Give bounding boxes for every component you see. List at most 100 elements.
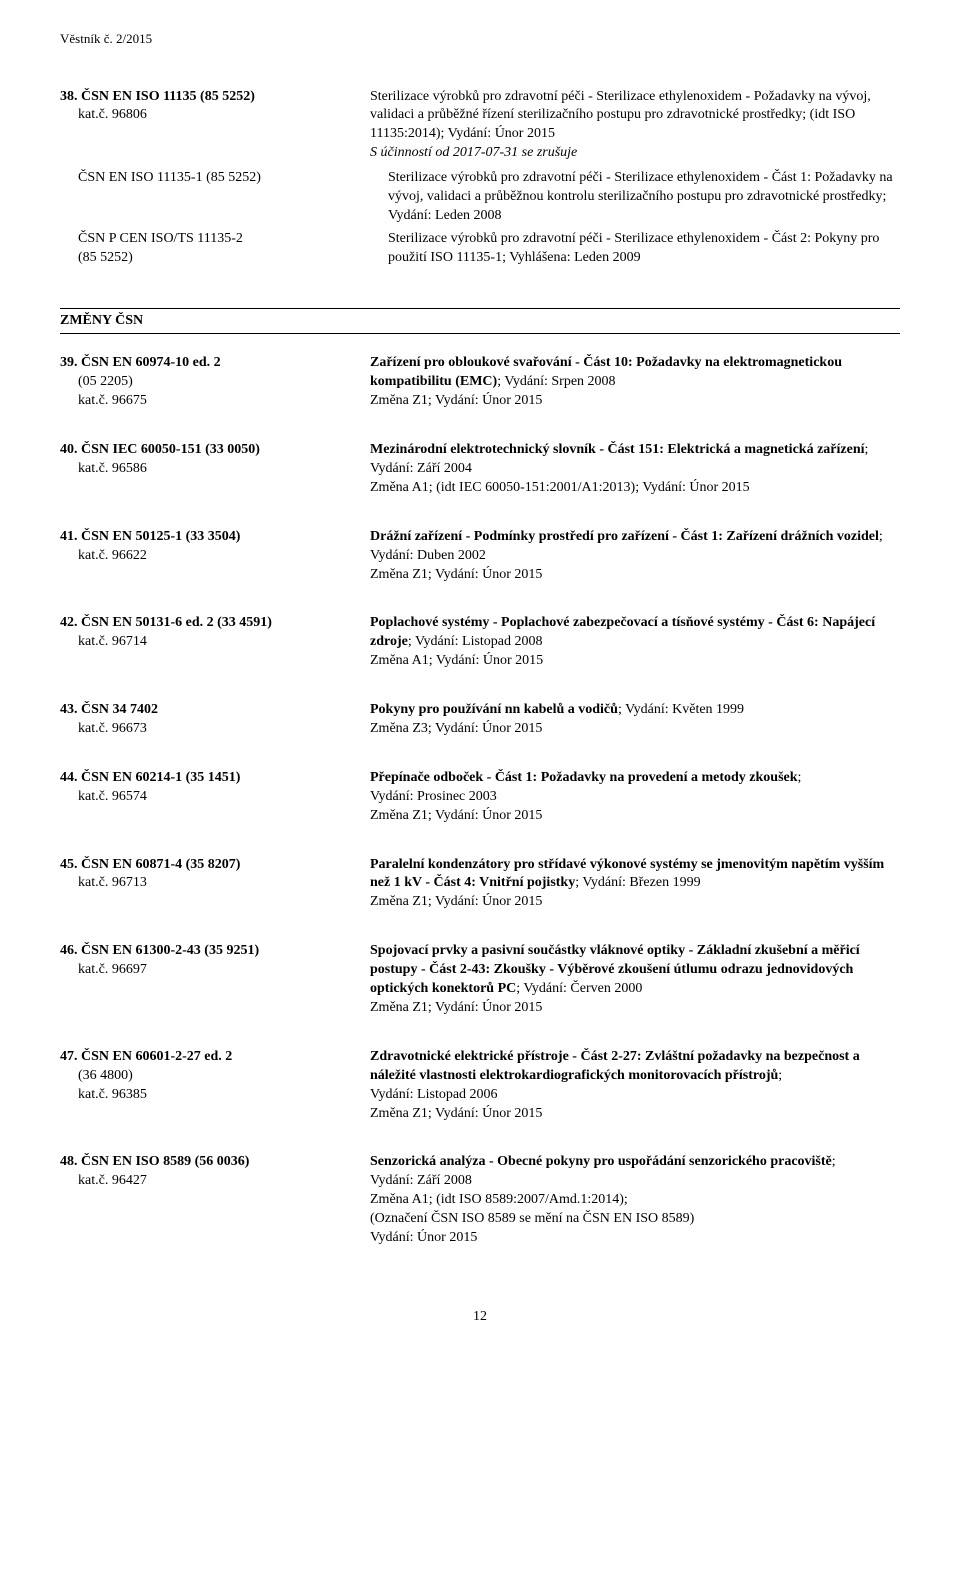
std-code: 43. ČSN 34 7402 <box>60 702 158 717</box>
entry-row: 44. ČSN EN 60214-1 (35 1451)kat.č. 96574… <box>60 769 900 826</box>
sub-std-code: ČSN P CEN ISO/TS 11135-2 <box>78 230 368 249</box>
catalog-line: kat.č. 96697 <box>60 961 350 980</box>
std-code: 39. ČSN EN 60974-10 ed. 2 <box>60 355 221 370</box>
std-description: Poplachové systémy - Poplachové zabezpeč… <box>370 614 900 652</box>
entry-left: 38. ČSN EN ISO 11135 (85 5252) kat.č. 96… <box>60 88 370 164</box>
entry-row: 40. ČSN IEC 60050-151 (33 0050)kat.č. 96… <box>60 441 900 498</box>
cancel-note: S účinností od 2017-07-31 se zrušuje <box>370 144 900 163</box>
change-line: Vydání: Září 2008 <box>370 1172 900 1191</box>
entry-38-group: 38. ČSN EN ISO 11135 (85 5252) kat.č. 96… <box>60 88 900 268</box>
entry-row: 39. ČSN EN 60974-10 ed. 2 (05 2205)kat.č.… <box>60 354 900 411</box>
std-desc-bold: Pokyny pro používání nn kabelů a vodičů <box>370 702 618 717</box>
std-desc-tail: ; Vydání: Srpen 2008 <box>497 374 615 389</box>
change-line: Vydání: Prosinec 2003 <box>370 788 900 807</box>
std-code: 48. ČSN EN ISO 8589 (56 0036) <box>60 1154 249 1169</box>
entry-left: 45. ČSN EN 60871-4 (35 8207)kat.č. 96713 <box>60 856 370 913</box>
entry-row: 47. ČSN EN 60601-2-27 ed. 2(36 4800)kat.… <box>60 1048 900 1124</box>
catalog-line: kat.č. 96673 <box>60 720 350 739</box>
std-code: 47. ČSN EN 60601-2-27 ed. 2 <box>60 1049 232 1064</box>
change-line: Změna Z1; Vydání: Únor 2015 <box>370 807 900 826</box>
std-desc-tail: ; <box>798 770 802 785</box>
entry-right: Přepínače odboček - Část 1: Požadavky na… <box>370 769 900 826</box>
std-description: Paralelní kondenzátory pro střídavé výko… <box>370 856 900 894</box>
std-desc-tail: ; Vydání: Červen 2000 <box>516 981 642 996</box>
std-desc: Sterilizace výrobků pro zdravotní péči -… <box>370 88 900 145</box>
entry-left: 47. ČSN EN 60601-2-27 ed. 2(36 4800)kat.… <box>60 1048 370 1124</box>
section-title-zmeny: ZMĚNY ČSN <box>60 308 900 335</box>
change-line: Změna A1; (idt ISO 8589:2007/Amd.1:2014)… <box>370 1191 900 1210</box>
std-desc-tail: ; Vydání: Květen 1999 <box>618 702 744 717</box>
catalog-line: kat.č. 96622 <box>60 547 350 566</box>
std-desc-tail: ; Vydání: Listopad 2008 <box>408 634 543 649</box>
items-list: 39. ČSN EN 60974-10 ed. 2(05 2205)kat.č.… <box>60 354 900 1247</box>
change-line: Změna Z1; Vydání: Únor 2015 <box>370 392 900 411</box>
sub-left: ČSN EN ISO 11135-1 (85 5252) <box>60 169 388 226</box>
entry-left: 43. ČSN 34 7402 kat.č. 96673 <box>60 701 370 739</box>
std-desc-bold: Přepínače odboček - Část 1: Požadavky na… <box>370 770 798 785</box>
entry-row: 43. ČSN 34 7402 kat.č. 96673 Pokyny pro po… <box>60 701 900 739</box>
std-description: Zdravotnické elektrické přístroje - Část… <box>370 1048 900 1086</box>
catalog-line: kat.č. 96574 <box>60 788 350 807</box>
std-desc-bold: Zdravotnické elektrické přístroje - Část… <box>370 1049 860 1083</box>
entry-38: 38. ČSN EN ISO 11135 (85 5252) kat.č. 96… <box>60 88 900 164</box>
entry: 39. ČSN EN 60974-10 ed. 2 (05 2205)kat.č.… <box>60 354 900 411</box>
sub-std-paren: (85 5252) <box>78 249 368 268</box>
change-line: Změna Z1; Vydání: Únor 2015 <box>370 566 900 585</box>
entry-38-sub2: ČSN P CEN ISO/TS 11135-2 (85 5252) Steri… <box>60 230 900 268</box>
std-code: 46. ČSN EN 61300-2-43 (35 9251) <box>60 943 259 958</box>
catalog-line: kat.č. 96713 <box>60 874 350 893</box>
entry-left: 39. ČSN EN 60974-10 ed. 2 (05 2205)kat.č.… <box>60 354 370 411</box>
entry-right: Mezinárodní elektrotechnický slovník - Č… <box>370 441 900 498</box>
change-line: Změna Z1; Vydání: Únor 2015 <box>370 893 900 912</box>
entry-right: Zdravotnické elektrické přístroje - Část… <box>370 1048 900 1124</box>
entry-right: Zařízení pro obloukové svařování - Část … <box>370 354 900 411</box>
entry: 47. ČSN EN 60601-2-27 ed. 2(36 4800)kat.… <box>60 1048 900 1124</box>
journal-header: Věstník č. 2/2015 <box>60 30 900 48</box>
entry-row: 48. ČSN EN ISO 8589 (56 0036)kat.č. 9642… <box>60 1153 900 1247</box>
entry-left: 48. ČSN EN ISO 8589 (56 0036)kat.č. 9642… <box>60 1153 370 1247</box>
entry-left: 41. ČSN EN 50125-1 (33 3504) kat.č. 96622 <box>60 528 370 585</box>
entry: 41. ČSN EN 50125-1 (33 3504) kat.č. 96622… <box>60 528 900 585</box>
catalog-line: kat.č. 96385 <box>60 1086 350 1105</box>
sub-right: Sterilizace výrobků pro zdravotní péči -… <box>388 230 900 268</box>
std-description: Přepínače odboček - Část 1: Požadavky na… <box>370 769 900 788</box>
std-desc-tail: ; <box>778 1068 782 1083</box>
entry: 43. ČSN 34 7402 kat.č. 96673 Pokyny pro po… <box>60 701 900 739</box>
change-line: (Označení ČSN ISO 8589 se mění na ČSN EN… <box>370 1210 900 1229</box>
entry-right: Paralelní kondenzátory pro střídavé výko… <box>370 856 900 913</box>
entry: 46. ČSN EN 61300-2-43 (35 9251) kat.č. 96… <box>60 942 900 1018</box>
entry-right: Poplachové systémy - Poplachové zabezpeč… <box>370 614 900 671</box>
entry-right: Sterilizace výrobků pro zdravotní péči -… <box>370 88 900 164</box>
entry-row: 46. ČSN EN 61300-2-43 (35 9251) kat.č. 96… <box>60 942 900 1018</box>
change-line: Změna A1; Vydání: Únor 2015 <box>370 652 900 671</box>
entry-row: 42. ČSN EN 50131-6 ed. 2 (33 4591) kat.č.… <box>60 614 900 671</box>
std-description: Spojovací prvky a pasivní součástky vlák… <box>370 942 900 999</box>
entry: 44. ČSN EN 60214-1 (35 1451)kat.č. 96574… <box>60 769 900 826</box>
entry: 40. ČSN IEC 60050-151 (33 0050)kat.č. 96… <box>60 441 900 498</box>
std-description: Mezinárodní elektrotechnický slovník - Č… <box>370 441 900 479</box>
entry-right: Spojovací prvky a pasivní součástky vlák… <box>370 942 900 1018</box>
std-code: 40. ČSN IEC 60050-151 (33 0050) <box>60 442 260 457</box>
entry-38-sub1: ČSN EN ISO 11135-1 (85 5252) Sterilizace… <box>60 169 900 226</box>
std-desc-bold: Senzorická analýza - Obecné pokyny pro u… <box>370 1154 832 1169</box>
std-code: 41. ČSN EN 50125-1 (33 3504) <box>60 529 240 544</box>
std-description: Pokyny pro používání nn kabelů a vodičů;… <box>370 701 900 720</box>
std-description: Drážní zařízení - Podmínky prostředí pro… <box>370 528 900 566</box>
catalog-num: kat.č. 96806 <box>60 106 350 125</box>
page-number: 12 <box>60 1308 900 1327</box>
catalog-line: (05 2205) <box>60 373 350 392</box>
entry-right: Drážní zařízení - Podmínky prostředí pro… <box>370 528 900 585</box>
std-code: 42. ČSN EN 50131-6 ed. 2 (33 4591) <box>60 615 272 630</box>
change-line: Vydání: Únor 2015 <box>370 1229 900 1248</box>
entry: 42. ČSN EN 50131-6 ed. 2 (33 4591) kat.č.… <box>60 614 900 671</box>
entry-left: 40. ČSN IEC 60050-151 (33 0050)kat.č. 96… <box>60 441 370 498</box>
std-description: Senzorická analýza - Obecné pokyny pro u… <box>370 1153 900 1172</box>
std-desc-tail: ; <box>832 1154 836 1169</box>
catalog-line: kat.č. 96675 <box>60 392 350 411</box>
entry-right: Senzorická analýza - Obecné pokyny pro u… <box>370 1153 900 1247</box>
change-line: Vydání: Listopad 2006 <box>370 1086 900 1105</box>
change-line: Změna Z1; Vydání: Únor 2015 <box>370 999 900 1018</box>
catalog-line: kat.č. 96714 <box>60 633 350 652</box>
std-desc-bold: Drážní zařízení - Podmínky prostředí pro… <box>370 529 879 544</box>
change-line: Změna Z1; Vydání: Únor 2015 <box>370 1105 900 1124</box>
